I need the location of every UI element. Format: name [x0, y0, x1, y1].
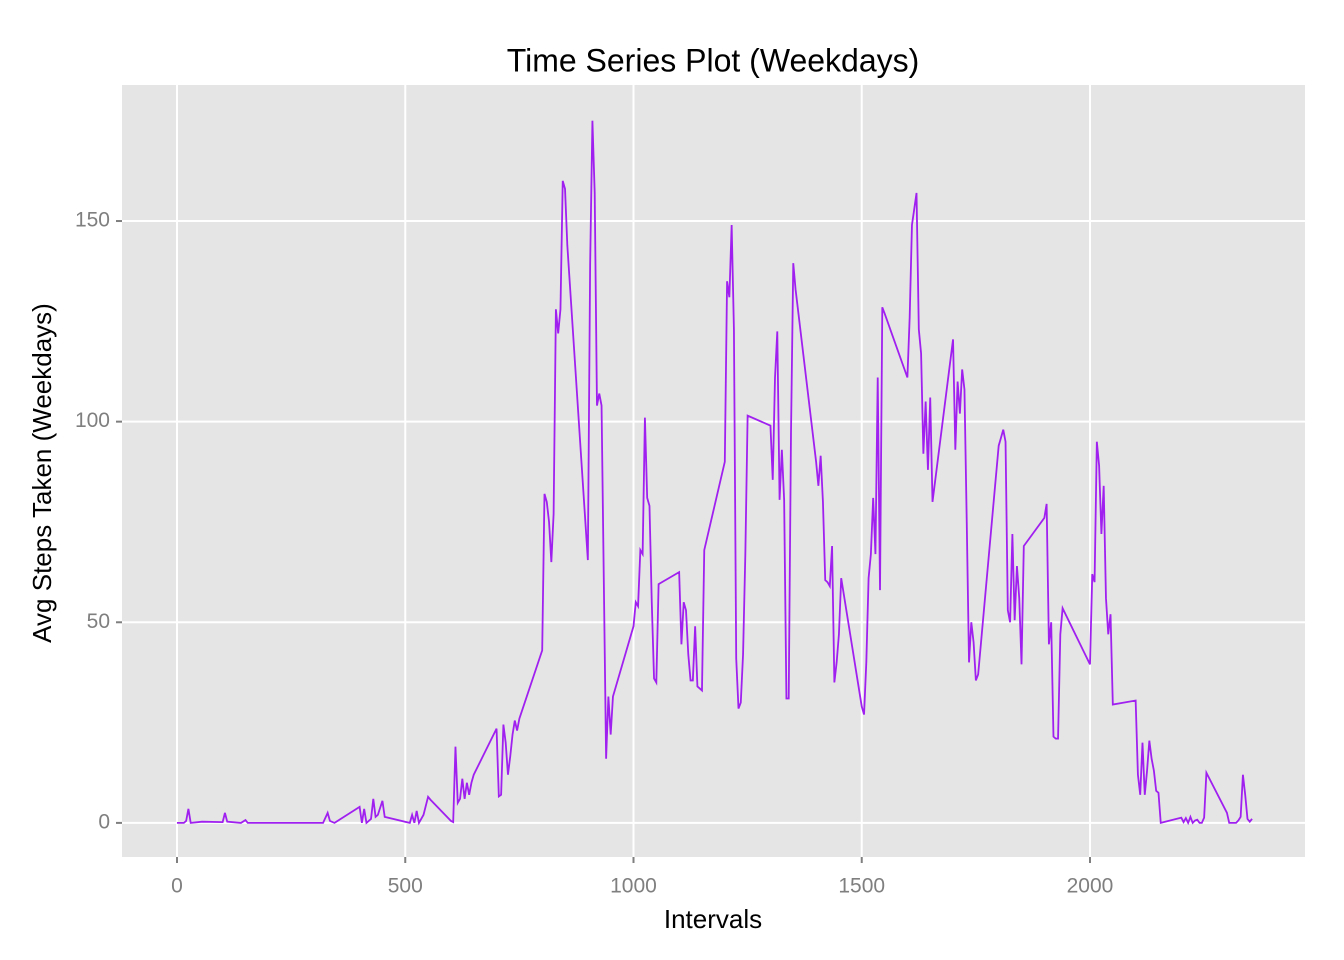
x-tick-label: 0: [171, 875, 183, 898]
panel: [122, 85, 1305, 857]
x-tick-label: 1000: [610, 875, 657, 898]
x-tick-label: 2000: [1067, 875, 1114, 898]
data-line: [177, 120, 1253, 826]
y-tick-label: 0: [98, 810, 110, 833]
y-tick-label: 150: [75, 209, 110, 232]
x-tick-label: 500: [388, 875, 423, 898]
y-tick-label: 50: [87, 610, 110, 633]
x-axis-title: Intervals: [664, 904, 762, 934]
chart-title: Time Series Plot (Weekdays): [507, 42, 920, 78]
x-tick-label: 1500: [838, 875, 885, 898]
y-axis-title: Avg Steps Taken (Weekdays): [27, 303, 57, 643]
y-tick-label: 100: [75, 409, 110, 432]
